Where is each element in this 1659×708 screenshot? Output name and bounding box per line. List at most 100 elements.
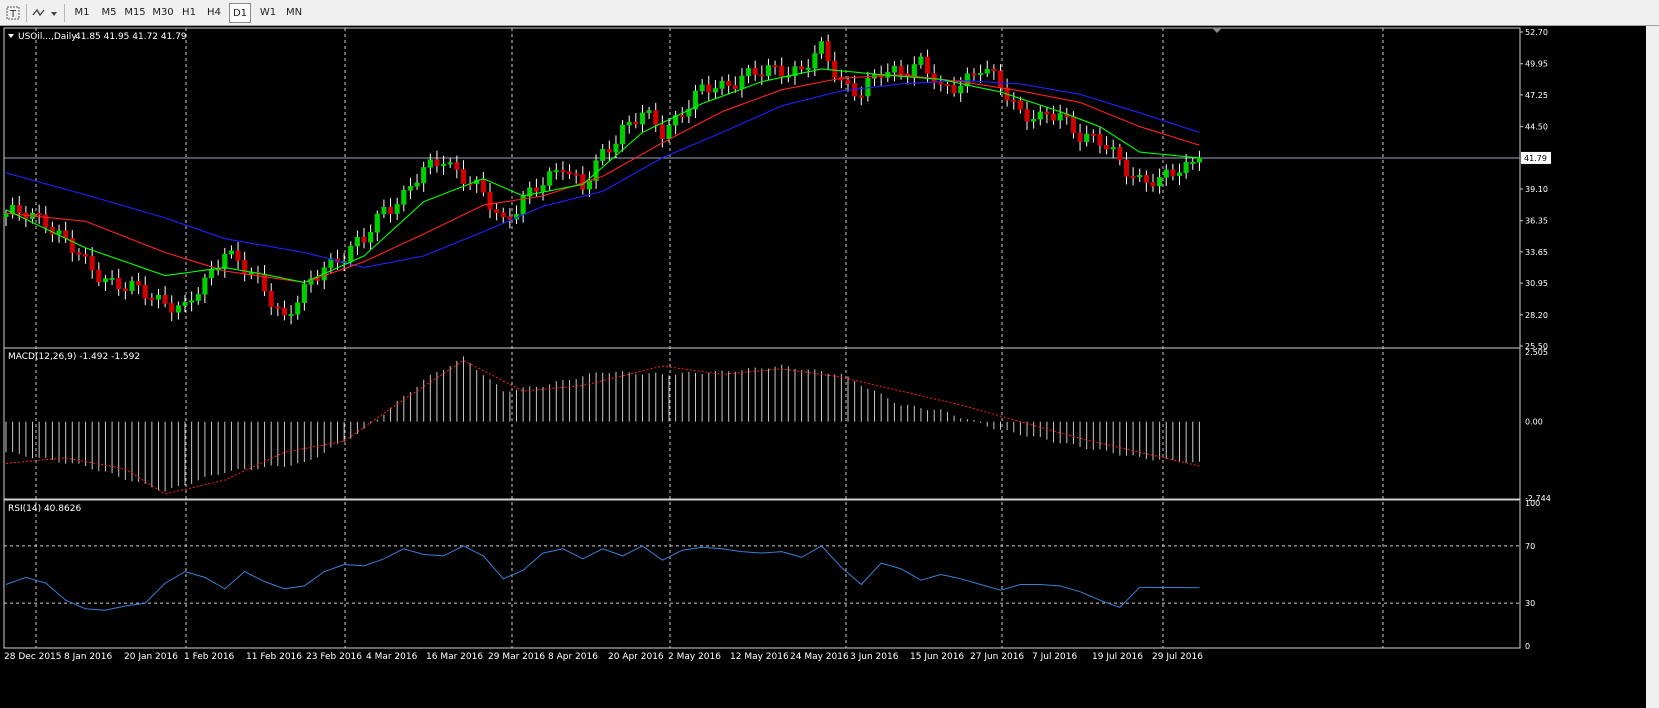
time-axis-label: 20 Apr 2016 [608, 652, 664, 662]
shapes-tool-icon[interactable] [30, 3, 60, 23]
time-axis-label: 16 Mar 2016 [426, 652, 483, 662]
candle-body [712, 88, 718, 93]
time-axis-label: 27 Jun 2016 [970, 652, 1024, 662]
candle-body [818, 41, 825, 54]
candle-body [222, 253, 228, 269]
candle-body [1137, 175, 1143, 178]
candle-body [567, 171, 573, 175]
candle-body [109, 277, 115, 280]
timeframe-w1[interactable]: W1 [259, 7, 277, 18]
candle-body [1190, 161, 1196, 164]
timeframe-d1[interactable]: D1 [229, 3, 251, 23]
timeframe-toolbar: T M1 M5 M15 M30 H1 H4 D1 W1 MN [0, 0, 1659, 26]
price-tick-label: 33.65 [1525, 248, 1548, 257]
candle-body [958, 85, 964, 94]
timeframe-mn[interactable]: MN [285, 7, 303, 18]
candle-body [122, 288, 128, 291]
price-tick-label: 25.50 [1525, 342, 1548, 351]
time-axis-label: 20 Jan 2016 [124, 652, 178, 662]
rsi-label: RSI(14) 40.8626 [8, 504, 81, 514]
timeframe-m15[interactable]: M15 [124, 7, 146, 18]
candle-body [1110, 147, 1116, 150]
candle-body [759, 74, 765, 77]
candle-body [441, 163, 447, 167]
time-axis-label: 15 Jun 2016 [910, 652, 964, 662]
candle-body [812, 53, 818, 69]
candle-body [626, 121, 632, 126]
macd-label: MACD(12,26,9) -1.492 -1.592 [8, 352, 140, 362]
candle-body [1031, 119, 1037, 122]
candle-body [918, 56, 924, 65]
candle-body [1017, 100, 1023, 110]
candle-body [540, 185, 546, 192]
ohlc-values: 41.85 41.95 41.72 41.79 [75, 32, 187, 42]
candle-body [308, 278, 314, 285]
candle-body [1024, 109, 1030, 122]
timeframe-m1[interactable]: M1 [74, 7, 90, 18]
candle-body [102, 278, 109, 283]
candle-body [951, 84, 957, 94]
window-right-edge [1646, 26, 1659, 708]
candle-body [155, 294, 162, 300]
candle-body [1176, 172, 1183, 177]
candle-body [427, 159, 433, 168]
candle-body [268, 290, 274, 308]
macd-signal-line [5, 359, 1200, 495]
candle-body [136, 281, 142, 286]
candle-body [149, 298, 155, 301]
candle-body [1070, 116, 1076, 134]
candle-body [898, 65, 904, 74]
candle-body [726, 80, 732, 86]
candle-body [295, 302, 301, 315]
candle-body [202, 277, 208, 295]
candle-body [116, 277, 122, 290]
time-axis-label: 3 Jun 2016 [850, 652, 899, 662]
price-tick-label: 39.10 [1525, 185, 1548, 194]
price-tick-label: 44.50 [1525, 123, 1548, 132]
price-tick-label: 30.95 [1525, 279, 1548, 288]
timeframe-m5[interactable]: M5 [101, 7, 117, 18]
timeframe-h4[interactable]: H4 [207, 7, 221, 18]
symbol-dropdown-icon [8, 34, 14, 38]
price-tick-label: 52.70 [1525, 28, 1548, 37]
candle-body [1157, 177, 1163, 187]
time-axis-label: 12 May 2016 [730, 652, 789, 662]
candle-body [792, 66, 798, 76]
candle-body [301, 284, 307, 303]
candle-body [96, 269, 102, 283]
candle-body [978, 73, 984, 76]
shift-marker-icon [1212, 28, 1222, 33]
candle-body [1163, 169, 1169, 178]
candle-body [162, 294, 168, 304]
candle-body [182, 302, 188, 306]
candle-body [1077, 132, 1083, 142]
timeframe-h1[interactable]: H1 [182, 7, 196, 18]
candle-body [434, 159, 440, 167]
rsi-tick-label: 100 [1525, 499, 1540, 508]
candle-body [1090, 133, 1096, 136]
candle-body [686, 108, 692, 117]
candle-body [719, 80, 725, 89]
candle-body [911, 64, 917, 78]
candle-body [573, 173, 579, 176]
svg-text:T: T [9, 9, 17, 20]
candle-body [825, 41, 831, 62]
candle-body [752, 68, 758, 75]
time-axis-label: 1 Feb 2016 [184, 652, 235, 662]
text-tool-icon[interactable]: T [4, 3, 22, 23]
time-axis-label: 29 Jul 2016 [1152, 652, 1203, 662]
price-tick-label: 28.20 [1525, 311, 1548, 320]
macd-tick-label: -2.744 [1525, 494, 1551, 503]
price-chart[interactable]: 28 Dec 2015 8 Jan 2016 20 Jan 2016 1 Feb 20… [0, 26, 1646, 700]
rsi-line [5, 545, 1200, 611]
macd-tick-label: 2.505 [1525, 348, 1548, 357]
candle-body [560, 170, 566, 173]
timeframe-m30[interactable]: M30 [152, 7, 174, 18]
candle-body [997, 70, 1004, 88]
candle-body [1097, 133, 1103, 146]
candle-body [1196, 157, 1202, 163]
current-price-box [1521, 151, 1551, 164]
candle-body [984, 68, 990, 74]
candle-body [56, 230, 62, 235]
time-axis-label: 11 Feb 2016 [246, 652, 302, 662]
